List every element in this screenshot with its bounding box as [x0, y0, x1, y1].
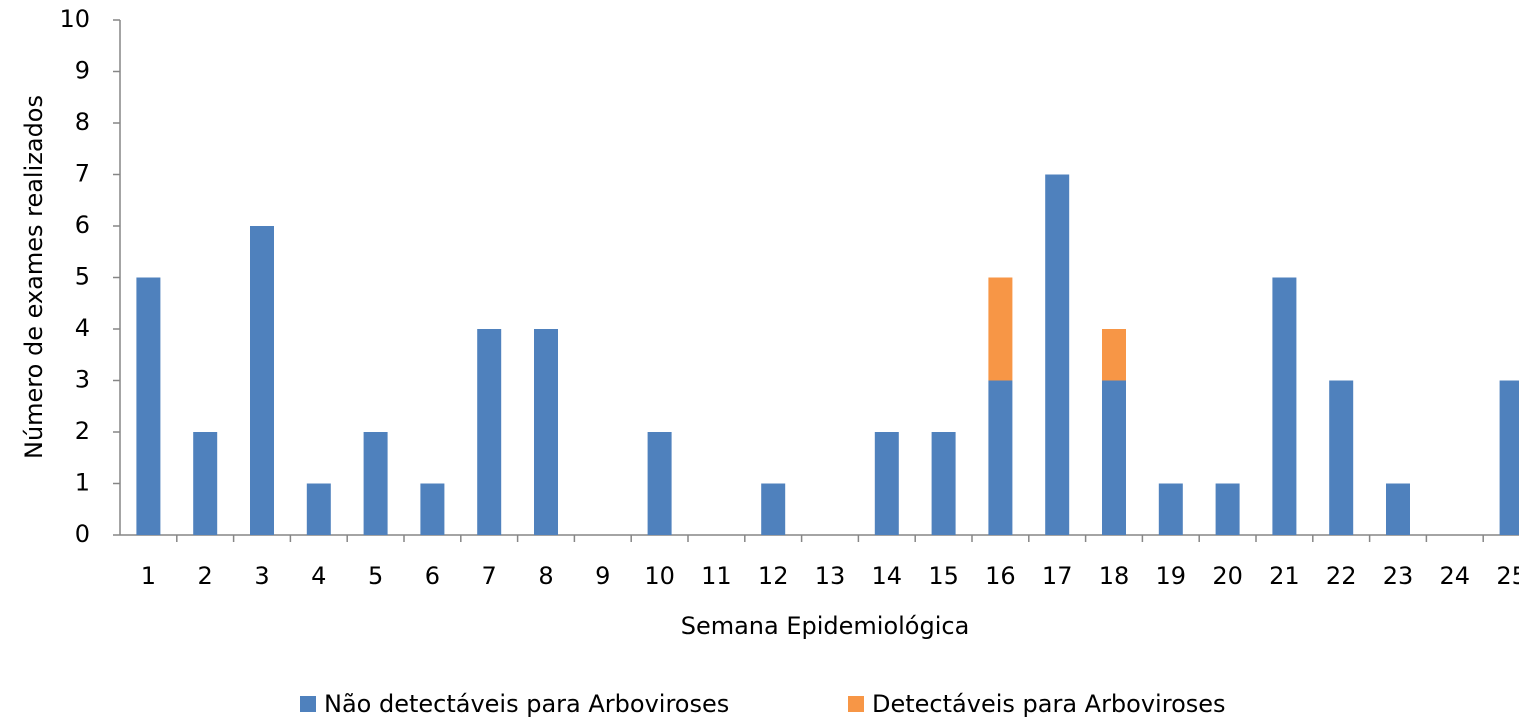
x-tick-label: 21: [1269, 562, 1300, 590]
x-tick-label: 5: [368, 562, 383, 590]
x-tick-label: 2: [198, 562, 213, 590]
x-tick-label: 7: [482, 562, 497, 590]
bar: [1102, 380, 1126, 535]
bar: [931, 432, 956, 535]
y-tick-label: 9: [75, 57, 90, 85]
x-tick-label: 18: [1099, 562, 1130, 590]
y-tick-label: 10: [59, 5, 90, 33]
x-tick-label: 24: [1440, 562, 1471, 590]
x-tick-label: 16: [985, 562, 1016, 590]
y-tick-label: 0: [75, 520, 90, 548]
bar: [1272, 277, 1297, 535]
y-tick-label: 6: [75, 211, 90, 239]
x-tick-label: 17: [1042, 562, 1073, 590]
x-tick-label: 12: [758, 562, 789, 590]
bar: [136, 277, 161, 535]
bar: [874, 432, 899, 535]
bar: [1386, 483, 1410, 535]
x-tick-label: 8: [538, 562, 553, 590]
bar: [193, 432, 218, 535]
x-tick-label: 3: [254, 562, 269, 590]
x-tick-label: 1: [141, 562, 156, 590]
y-tick-label: 8: [75, 108, 90, 136]
y-tick-label: 4: [75, 314, 90, 342]
x-tick-label: 23: [1383, 562, 1414, 590]
legend-label: Detectáveis para Arboviroses: [872, 690, 1226, 718]
bar: [477, 329, 502, 535]
x-tick-label: 6: [425, 562, 440, 590]
bar: [1102, 329, 1126, 381]
x-tick-label: 13: [815, 562, 846, 590]
y-axis-title: Número de exames realizados: [20, 95, 48, 459]
bar: [363, 432, 388, 535]
bar: [1045, 174, 1070, 535]
bar: [1499, 380, 1519, 535]
x-tick-label: 22: [1326, 562, 1357, 590]
y-tick-label: 3: [75, 366, 90, 394]
bar: [534, 329, 558, 535]
legend-swatch: [848, 696, 864, 712]
bar: [988, 380, 1013, 535]
bar: [250, 226, 274, 535]
y-tick-label: 2: [75, 417, 90, 445]
x-tick-label: 11: [701, 562, 732, 590]
x-tick-label: 15: [928, 562, 959, 590]
bar: [1215, 483, 1240, 535]
bar: [1158, 483, 1183, 535]
x-tick-label: 14: [872, 562, 903, 590]
x-tick-label: 19: [1156, 562, 1187, 590]
legend-label: Não detectáveis para Arboviroses: [324, 690, 729, 718]
legend-swatch: [300, 696, 316, 712]
x-tick-label: 9: [595, 562, 610, 590]
y-tick-label: 1: [75, 469, 90, 497]
y-tick-label: 7: [75, 160, 90, 188]
bar: [420, 483, 445, 535]
bar: [1329, 380, 1354, 535]
bar: [988, 277, 1013, 381]
bar: [761, 483, 786, 535]
x-tick-label: 10: [644, 562, 675, 590]
x-tick-label: 20: [1212, 562, 1243, 590]
bar: [647, 432, 672, 535]
y-tick-label: 5: [75, 263, 90, 291]
x-axis-title: Semana Epidemiológica: [681, 612, 970, 640]
x-tick-label: 4: [311, 562, 326, 590]
bar: [306, 483, 331, 535]
x-tick-label: 25: [1496, 562, 1519, 590]
